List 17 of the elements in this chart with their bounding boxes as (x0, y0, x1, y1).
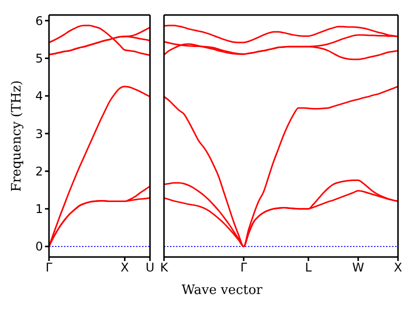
y-tick-label: 3 (35, 126, 43, 141)
y-tick-label: 6 (35, 14, 43, 28)
x-tick-label: Γ (240, 260, 248, 275)
x-tick-label: X (120, 260, 129, 275)
x-tick-label: X (394, 260, 402, 275)
y-tick-label: 5 (35, 52, 43, 66)
y-tick-label: 0 (35, 240, 43, 254)
x-tick-label: K (160, 260, 170, 275)
y-tick-label: 4 (35, 89, 43, 104)
x-tick-label: U (146, 260, 154, 275)
y-tick-label: 2 (35, 164, 43, 178)
x-axis-title: Wave vector (182, 283, 264, 298)
y-tick-label: 1 (35, 202, 43, 216)
x-tick-label: L (305, 260, 312, 275)
x-tick-label: Γ (46, 260, 53, 275)
y-axis-title: Frequency (THz) (10, 80, 25, 192)
x-tick-label: W (352, 260, 364, 275)
